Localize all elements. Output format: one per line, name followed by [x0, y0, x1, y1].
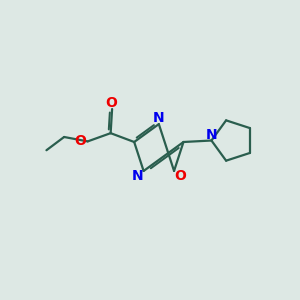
Text: N: N: [153, 111, 165, 125]
Text: N: N: [132, 169, 143, 183]
Text: O: O: [175, 169, 187, 183]
Text: O: O: [105, 95, 117, 110]
Text: O: O: [75, 134, 86, 148]
Text: N: N: [206, 128, 217, 142]
